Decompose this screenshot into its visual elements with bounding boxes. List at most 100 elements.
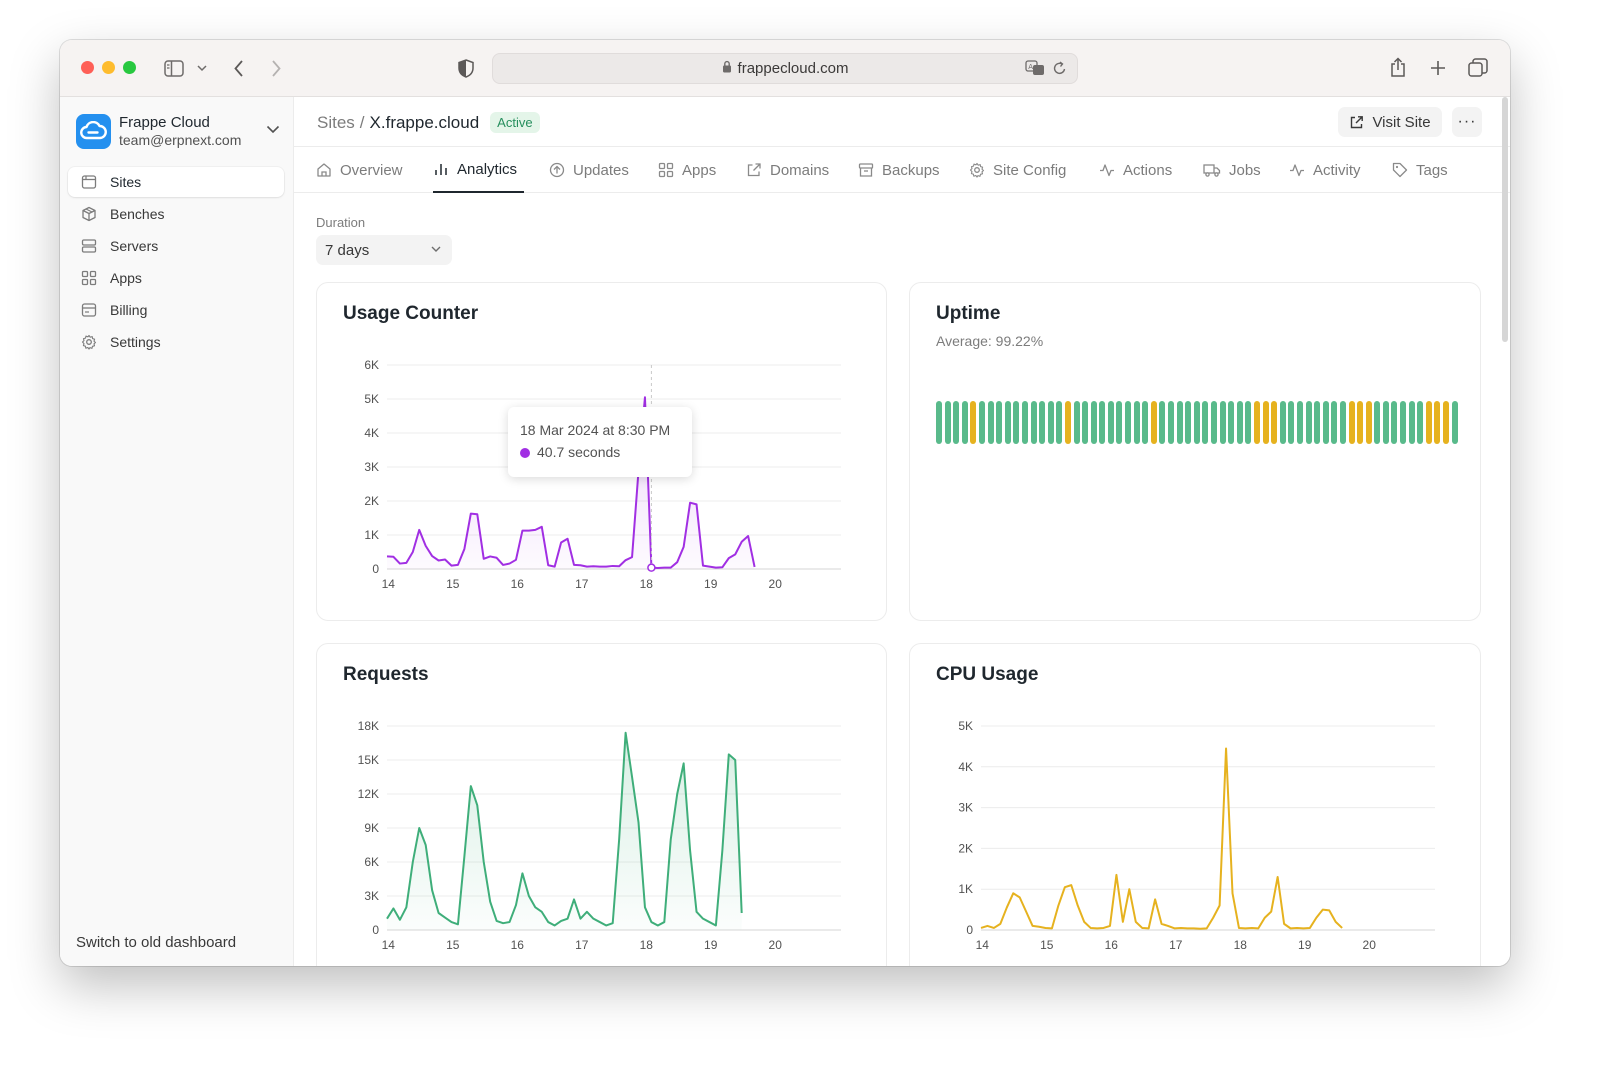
uptime-bar-up[interactable] bbox=[1168, 401, 1175, 444]
uptime-bar-partial[interactable] bbox=[1357, 401, 1364, 444]
switch-old-dashboard-link[interactable]: Switch to old dashboard bbox=[76, 934, 237, 951]
cpu-usage-chart[interactable]: 0 1K 2K 3K 4K 5K 14 15 16 17 18 19 20 bbox=[910, 644, 1482, 966]
uptime-bar-up[interactable] bbox=[1004, 401, 1011, 444]
uptime-bar-partial[interactable] bbox=[1262, 401, 1269, 444]
uptime-bar-up[interactable] bbox=[1417, 401, 1424, 444]
uptime-bar-up[interactable] bbox=[1296, 401, 1303, 444]
uptime-bar-up[interactable] bbox=[1185, 401, 1192, 444]
uptime-bar-up[interactable] bbox=[1451, 401, 1458, 444]
zoom-window-button[interactable] bbox=[123, 61, 136, 74]
tab-apps[interactable]: Apps bbox=[658, 147, 716, 193]
uptime-bar-up[interactable] bbox=[1021, 401, 1028, 444]
sidebar-item-settings[interactable]: Settings bbox=[68, 327, 284, 357]
tab-site-config[interactable]: Site Config bbox=[969, 147, 1066, 193]
uptime-bar-up[interactable] bbox=[1176, 401, 1183, 444]
address-bar[interactable]: frappecloud.com A bbox=[492, 53, 1078, 84]
uptime-bar-up[interactable] bbox=[1090, 401, 1097, 444]
uptime-bar-up[interactable] bbox=[1073, 401, 1080, 444]
uptime-bar-partial[interactable] bbox=[1365, 401, 1372, 444]
new-tab-icon[interactable] bbox=[1428, 58, 1448, 78]
sidebar-item-apps[interactable]: Apps bbox=[68, 263, 284, 293]
uptime-bar-up[interactable] bbox=[1099, 401, 1106, 444]
tab-jobs[interactable]: Jobs bbox=[1203, 147, 1261, 193]
back-icon[interactable] bbox=[231, 58, 247, 78]
minimize-window-button[interactable] bbox=[102, 61, 115, 74]
uptime-bar-up[interactable] bbox=[1039, 401, 1046, 444]
uptime-bar-up[interactable] bbox=[1125, 401, 1132, 444]
uptime-bar-up[interactable] bbox=[1288, 401, 1295, 444]
uptime-bar-up[interactable] bbox=[987, 401, 994, 444]
uptime-bar-up[interactable] bbox=[1339, 401, 1346, 444]
uptime-bar-up[interactable] bbox=[1322, 401, 1329, 444]
requests-chart[interactable]: 0 3K 6K 9K 12K 15K 18K 14 15 16 17 18 19 20 bbox=[317, 644, 888, 966]
uptime-bar-up[interactable] bbox=[953, 401, 960, 444]
uptime-bar-up[interactable] bbox=[1219, 401, 1226, 444]
uptime-bar-up[interactable] bbox=[1030, 401, 1037, 444]
uptime-bar-up[interactable] bbox=[1013, 401, 1020, 444]
team-switcher[interactable]: Frappe Cloud team@erpnext.com bbox=[76, 111, 280, 151]
uptime-bar-partial[interactable] bbox=[1348, 401, 1355, 444]
sidebar-item-servers[interactable]: Servers bbox=[68, 231, 284, 261]
reload-icon[interactable] bbox=[1053, 60, 1067, 80]
uptime-bar-up[interactable] bbox=[1159, 401, 1166, 444]
uptime-bar-up[interactable] bbox=[1279, 401, 1286, 444]
uptime-bar-up[interactable] bbox=[1314, 401, 1321, 444]
sidebar-item-billing[interactable]: Billing bbox=[68, 295, 284, 325]
close-window-button[interactable] bbox=[81, 61, 94, 74]
uptime-bar-up[interactable] bbox=[1056, 401, 1063, 444]
uptime-bar-up[interactable] bbox=[1331, 401, 1338, 444]
tab-backups[interactable]: Backups bbox=[858, 147, 940, 193]
uptime-bar-up[interactable] bbox=[1305, 401, 1312, 444]
shield-icon[interactable] bbox=[456, 57, 476, 79]
sidebar-toggle-icon[interactable] bbox=[163, 58, 185, 78]
uptime-bar-up[interactable] bbox=[1133, 401, 1140, 444]
breadcrumb-sites-link[interactable]: Sites bbox=[317, 112, 355, 132]
page-scrollbar[interactable] bbox=[1502, 97, 1508, 342]
uptime-bar-up[interactable] bbox=[961, 401, 968, 444]
uptime-bar-up[interactable] bbox=[996, 401, 1003, 444]
uptime-bar-partial[interactable] bbox=[1443, 401, 1450, 444]
tab-overview-icon[interactable] bbox=[1467, 57, 1489, 79]
uptime-bar-partial[interactable] bbox=[1253, 401, 1260, 444]
sidebar-item-benches[interactable]: Benches bbox=[68, 199, 284, 229]
uptime-bar-partial[interactable] bbox=[1271, 401, 1278, 444]
uptime-bar-up[interactable] bbox=[1408, 401, 1415, 444]
uptime-bar-up[interactable] bbox=[1400, 401, 1407, 444]
translate-icon[interactable]: A bbox=[1025, 60, 1045, 80]
share-icon[interactable] bbox=[1388, 56, 1408, 78]
uptime-bar-up[interactable] bbox=[1211, 401, 1217, 444]
tab-overview[interactable]: Overview bbox=[316, 147, 403, 193]
uptime-bar-partial[interactable] bbox=[1425, 401, 1432, 444]
more-actions-button[interactable]: ··· bbox=[1452, 107, 1482, 137]
uptime-bar-up[interactable] bbox=[1047, 401, 1054, 444]
sidebar-item-sites[interactable]: Sites bbox=[68, 167, 284, 197]
tab-updates[interactable]: Updates bbox=[549, 147, 629, 193]
uptime-bar-partial[interactable] bbox=[1434, 401, 1441, 444]
uptime-bar-up[interactable] bbox=[1236, 401, 1243, 444]
tab-activity[interactable]: Activity bbox=[1289, 147, 1361, 193]
uptime-bar-up[interactable] bbox=[1082, 401, 1089, 444]
uptime-bar-partial[interactable] bbox=[970, 401, 977, 444]
chevron-down-icon[interactable] bbox=[196, 62, 208, 74]
uptime-bar-partial[interactable] bbox=[1150, 401, 1157, 444]
uptime-bar-partial[interactable] bbox=[1064, 401, 1071, 444]
uptime-bar-up[interactable] bbox=[1193, 401, 1200, 444]
uptime-bar-up[interactable] bbox=[1382, 401, 1389, 444]
duration-select[interactable]: 7 days bbox=[316, 235, 452, 265]
uptime-bar-up[interactable] bbox=[1202, 401, 1209, 444]
uptime-bar-up[interactable] bbox=[1228, 401, 1235, 444]
uptime-bar-up[interactable] bbox=[1116, 401, 1123, 444]
uptime-bar-up[interactable] bbox=[1107, 401, 1114, 444]
uptime-bar-up[interactable] bbox=[1245, 401, 1252, 444]
tab-analytics[interactable]: Analytics bbox=[433, 147, 524, 193]
uptime-bar-up[interactable] bbox=[1391, 401, 1398, 444]
uptime-bar-up[interactable] bbox=[944, 401, 951, 444]
uptime-bar-up[interactable] bbox=[978, 401, 985, 444]
uptime-bar-up[interactable] bbox=[1142, 401, 1149, 444]
uptime-bar-up[interactable] bbox=[936, 401, 942, 444]
tab-actions[interactable]: Actions bbox=[1099, 147, 1172, 193]
uptime-bar-up[interactable] bbox=[1374, 401, 1381, 444]
tab-tags[interactable]: Tags bbox=[1392, 147, 1448, 193]
tab-domains[interactable]: Domains bbox=[746, 147, 829, 193]
forward-icon[interactable] bbox=[268, 58, 284, 78]
